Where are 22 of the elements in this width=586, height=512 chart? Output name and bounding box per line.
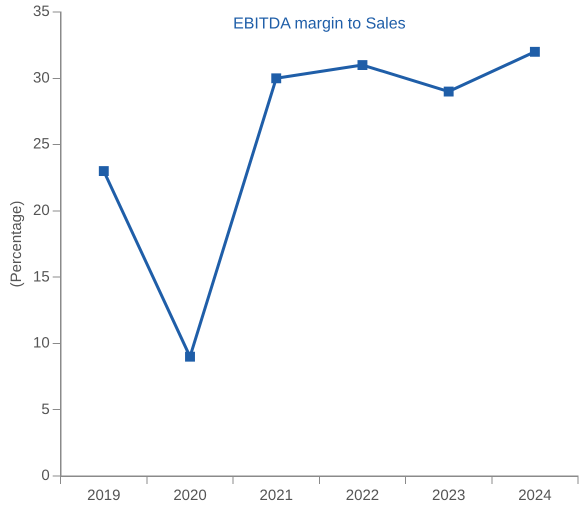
point xyxy=(98,166,109,176)
x-tick-label: 2024 xyxy=(518,487,552,504)
y-tick-label: 35 xyxy=(32,3,50,20)
x-tick-label: 2023 xyxy=(432,487,466,504)
chart-title: EBITDA margin to Sales xyxy=(233,15,406,32)
y-tick-label: 5 xyxy=(41,400,50,418)
point xyxy=(530,46,540,57)
x-tick-label: 2022 xyxy=(346,487,380,504)
point xyxy=(271,73,282,84)
x-tick-label: 2021 xyxy=(260,487,293,504)
y-tick-label: 30 xyxy=(32,69,50,86)
y-tick-label: 25 xyxy=(32,136,50,153)
point xyxy=(358,60,368,70)
point xyxy=(444,86,454,96)
x-tick-label: 2020 xyxy=(173,487,207,504)
x-tick-label: 2019 xyxy=(87,487,120,504)
y-tick-label: 10 xyxy=(32,334,50,352)
y-tick-label: 15 xyxy=(32,268,50,286)
point xyxy=(185,352,195,362)
y-axis-title: (Percentage) xyxy=(8,200,26,288)
y-tick-label: 20 xyxy=(32,202,50,219)
y-tick-label: 0 xyxy=(41,467,50,484)
